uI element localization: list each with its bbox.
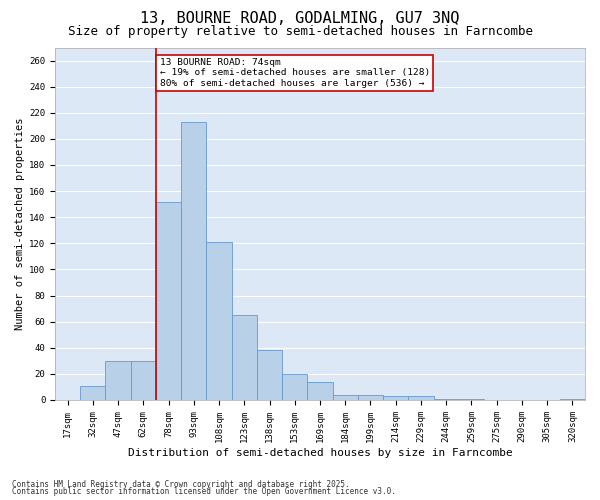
X-axis label: Distribution of semi-detached houses by size in Farncombe: Distribution of semi-detached houses by … xyxy=(128,448,512,458)
Bar xyxy=(307,382,332,400)
Bar xyxy=(131,361,156,400)
Text: Size of property relative to semi-detached houses in Farncombe: Size of property relative to semi-detach… xyxy=(67,24,533,38)
Bar xyxy=(232,315,257,400)
Bar xyxy=(206,242,232,400)
Bar xyxy=(156,202,181,400)
Y-axis label: Number of semi-detached properties: Number of semi-detached properties xyxy=(15,118,25,330)
Bar xyxy=(181,122,206,400)
Bar xyxy=(358,395,383,400)
Bar xyxy=(383,396,409,400)
Bar xyxy=(80,386,106,400)
Bar xyxy=(409,396,434,400)
Text: 13 BOURNE ROAD: 74sqm
← 19% of semi-detached houses are smaller (128)
80% of sem: 13 BOURNE ROAD: 74sqm ← 19% of semi-deta… xyxy=(160,58,430,88)
Bar xyxy=(282,374,307,400)
Bar xyxy=(434,398,459,400)
Text: 13, BOURNE ROAD, GODALMING, GU7 3NQ: 13, BOURNE ROAD, GODALMING, GU7 3NQ xyxy=(140,11,460,26)
Text: Contains public sector information licensed under the Open Government Licence v3: Contains public sector information licen… xyxy=(12,487,396,496)
Text: Contains HM Land Registry data © Crown copyright and database right 2025.: Contains HM Land Registry data © Crown c… xyxy=(12,480,350,489)
Bar xyxy=(459,398,484,400)
Bar xyxy=(106,361,131,400)
Bar xyxy=(560,398,585,400)
Bar xyxy=(257,350,282,400)
Bar xyxy=(332,395,358,400)
